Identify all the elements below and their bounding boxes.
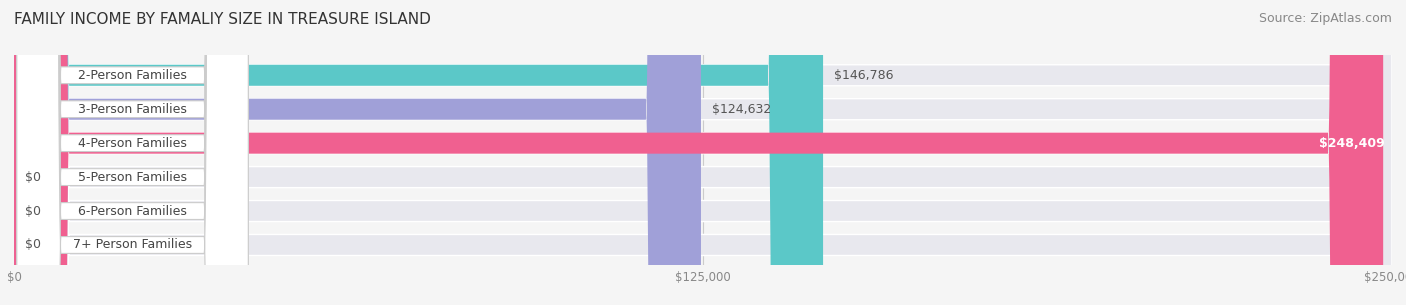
FancyBboxPatch shape [17, 0, 249, 305]
Text: 5-Person Families: 5-Person Families [79, 170, 187, 184]
FancyBboxPatch shape [14, 0, 823, 305]
Text: 3-Person Families: 3-Person Families [79, 103, 187, 116]
FancyBboxPatch shape [14, 0, 1392, 305]
Text: FAMILY INCOME BY FAMALIY SIZE IN TREASURE ISLAND: FAMILY INCOME BY FAMALIY SIZE IN TREASUR… [14, 12, 430, 27]
Text: Source: ZipAtlas.com: Source: ZipAtlas.com [1258, 12, 1392, 25]
Text: 7+ Person Families: 7+ Person Families [73, 239, 193, 252]
Text: $0: $0 [25, 170, 41, 184]
FancyBboxPatch shape [17, 0, 249, 305]
FancyBboxPatch shape [14, 0, 1392, 305]
Text: $124,632: $124,632 [711, 103, 772, 116]
Text: $0: $0 [25, 205, 41, 217]
Text: $146,786: $146,786 [834, 69, 894, 82]
FancyBboxPatch shape [17, 0, 249, 305]
FancyBboxPatch shape [14, 0, 702, 305]
FancyBboxPatch shape [14, 0, 1392, 305]
FancyBboxPatch shape [17, 0, 249, 305]
FancyBboxPatch shape [14, 0, 1392, 305]
FancyBboxPatch shape [14, 0, 1392, 305]
Text: $0: $0 [25, 239, 41, 252]
FancyBboxPatch shape [14, 0, 1392, 305]
Text: 2-Person Families: 2-Person Families [79, 69, 187, 82]
FancyBboxPatch shape [17, 0, 249, 305]
Text: $248,409: $248,409 [1319, 137, 1385, 150]
FancyBboxPatch shape [17, 0, 249, 305]
FancyBboxPatch shape [14, 0, 1384, 305]
Text: 4-Person Families: 4-Person Families [79, 137, 187, 150]
Text: 6-Person Families: 6-Person Families [79, 205, 187, 217]
